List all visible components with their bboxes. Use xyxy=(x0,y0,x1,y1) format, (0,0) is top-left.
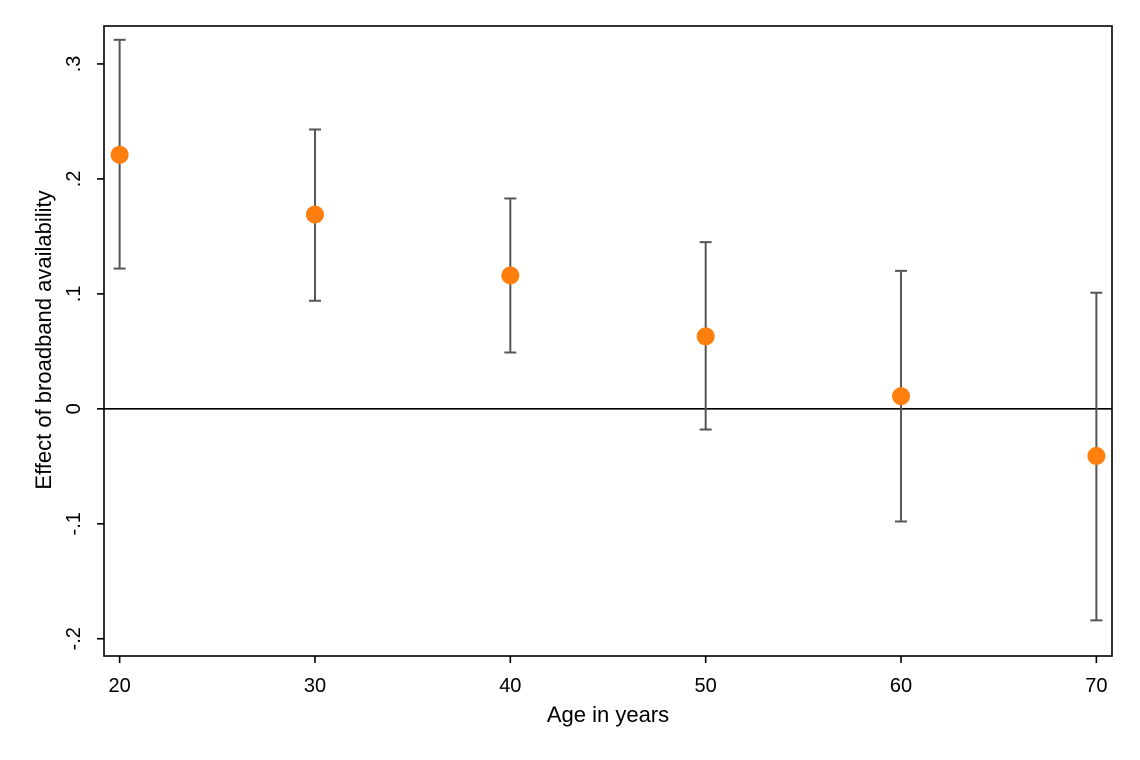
x-tick-label: 50 xyxy=(695,675,717,697)
data-point xyxy=(305,205,324,224)
x-tick-label: 40 xyxy=(499,675,521,697)
data-point xyxy=(501,266,520,285)
y-tick-label: .2 xyxy=(63,171,85,188)
x-axis-ticks: 20 30 40 50 60 70 xyxy=(109,656,1107,697)
y-axis-title: Effect of broadband availability xyxy=(31,190,56,489)
y-tick-label: -.1 xyxy=(63,512,85,535)
x-tick-label: 20 xyxy=(109,675,131,697)
data-point xyxy=(110,145,129,164)
y-tick-label: 0 xyxy=(63,403,85,414)
x-tick-label: 60 xyxy=(890,675,912,697)
x-tick-label: 70 xyxy=(1085,675,1107,697)
data-point xyxy=(892,387,911,406)
data-point xyxy=(696,327,715,346)
y-tick-label: -.2 xyxy=(63,627,85,650)
y-axis-ticks: -.2 -.1 0 .1 .2 .3 xyxy=(63,56,104,650)
point-layer xyxy=(110,145,1106,465)
data-point xyxy=(1087,446,1106,465)
y-tick-label: .1 xyxy=(63,286,85,303)
x-axis-title: Age in years xyxy=(547,702,669,727)
plot-frame xyxy=(103,25,1113,657)
x-tick-label: 30 xyxy=(304,675,326,697)
y-tick-label: .3 xyxy=(63,56,85,73)
